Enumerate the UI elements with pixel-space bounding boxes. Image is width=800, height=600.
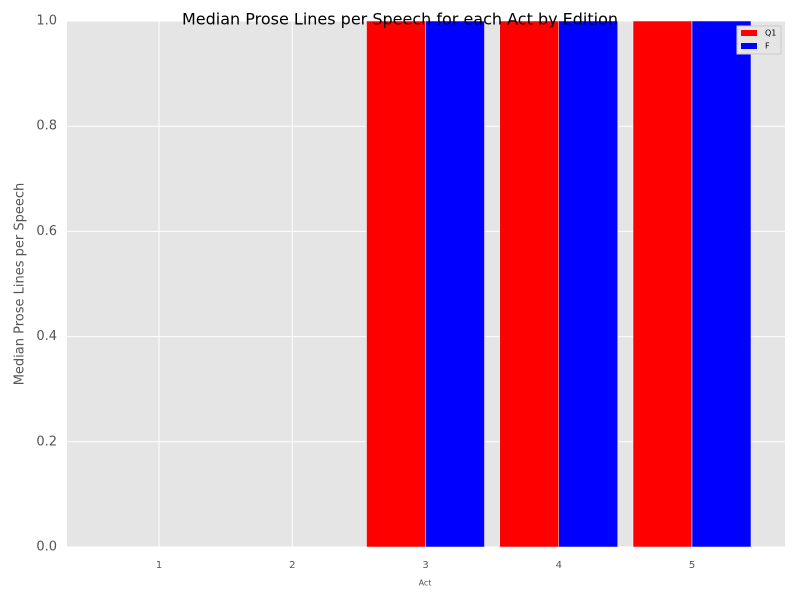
chart-title: Median Prose Lines per Speech for each A… xyxy=(182,10,618,29)
y-axis-label: Median Prose Lines per Speech xyxy=(13,183,28,386)
legend-label: F xyxy=(765,42,770,51)
legend-label: Q1 xyxy=(765,29,776,38)
legend: Q1 F xyxy=(736,25,782,55)
y-tick-label: 0.8 xyxy=(36,119,57,134)
x-tick-label: 5 xyxy=(689,560,695,571)
y-tick-label: 0.4 xyxy=(36,329,57,344)
x-tick-label: 3 xyxy=(422,560,428,571)
bar xyxy=(499,20,559,548)
y-tick-label: 1.0 xyxy=(36,14,57,29)
legend-swatch xyxy=(741,30,757,36)
bar xyxy=(632,20,693,548)
x-axis-label: Act xyxy=(419,579,432,588)
bars xyxy=(366,20,752,548)
x-tick-label: 2 xyxy=(289,560,295,571)
x-tick-label: 4 xyxy=(556,560,562,571)
bar xyxy=(366,20,426,548)
bar xyxy=(425,20,485,548)
y-tick-label: 0.6 xyxy=(36,224,57,239)
bar xyxy=(691,20,752,548)
y-tick-label: 0.0 xyxy=(36,540,57,555)
legend-swatch xyxy=(741,43,757,49)
legend-box xyxy=(736,25,782,55)
bar xyxy=(558,20,618,548)
x-tick-label: 1 xyxy=(156,560,162,571)
y-tick-label: 0.2 xyxy=(36,434,57,449)
